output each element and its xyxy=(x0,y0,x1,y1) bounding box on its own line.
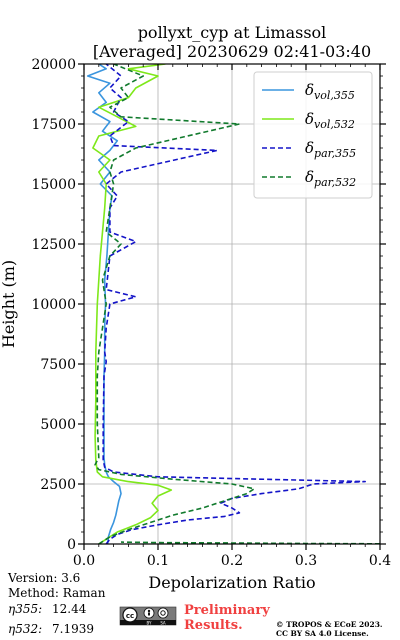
eta532-value: 7.1939 xyxy=(52,622,94,636)
legend: δvol,355 δvol,532 δpar,355 δpar,532 xyxy=(253,71,373,199)
sa-label: SA xyxy=(160,621,166,626)
preliminary-line-1: Preliminary xyxy=(184,603,270,618)
grid-lines xyxy=(83,63,381,545)
copyright-line-2: CC BY SA 4.0 License. xyxy=(276,629,369,638)
series-line-0 xyxy=(86,64,122,544)
x-tick-label: 0.1 xyxy=(147,553,169,569)
y-tick-label: 2500 xyxy=(40,477,76,493)
series-line-2 xyxy=(102,64,366,544)
cc-logo-icon xyxy=(122,607,138,623)
x-tick-label: 0.2 xyxy=(221,553,243,569)
y-tick-label: 12500 xyxy=(31,237,76,253)
y-tick-label: 0 xyxy=(67,537,76,553)
eta355-label: η355: xyxy=(8,602,42,616)
legend-label: δpar,532 xyxy=(305,168,356,189)
preliminary-line-2: Results. xyxy=(184,618,243,633)
version-text: Version: 3.6 xyxy=(7,571,80,585)
series-layer xyxy=(86,64,380,544)
copyright-line-1: © TROPOS & ECoE 2023. xyxy=(276,620,383,629)
y-tick-label: 7500 xyxy=(40,357,76,373)
by-label: BY xyxy=(147,621,153,626)
x-axis-label: Depolarization Ratio xyxy=(148,573,315,592)
cc-license-badge: cc BY SA xyxy=(119,606,177,626)
legend-label: δvol,532 xyxy=(305,110,355,131)
cc-logo-text: cc xyxy=(126,612,134,620)
y-tick-label: 5000 xyxy=(40,417,76,433)
chart-title-line-1: pollyxt_cyp at Limassol xyxy=(138,23,327,42)
x-tick-label: 0.4 xyxy=(369,553,391,569)
x-tick-label: 0.0 xyxy=(73,553,95,569)
y-tick-label: 10000 xyxy=(31,297,76,313)
legend-box xyxy=(253,71,373,199)
y-tick-label: 15000 xyxy=(31,177,76,193)
series-line-3 xyxy=(94,64,255,544)
axis-tick-labels: 0.0 0.1 0.2 0.3 0.4 0 2500 5000 7500 10000 12500 15… xyxy=(31,57,391,569)
x-tick-label: 0.3 xyxy=(295,553,317,569)
y-axis-label: Height (m) xyxy=(0,260,18,348)
series-line-1 xyxy=(92,64,173,544)
legend-label: δpar,355 xyxy=(305,139,356,160)
chart-title-line-2: [Averaged] 20230629 02:41-03:40 xyxy=(93,42,371,61)
eta532-label: η532: xyxy=(8,622,42,636)
method-text: Method: Raman xyxy=(8,586,106,600)
legend-label: δvol,355 xyxy=(305,81,355,102)
y-tick-label: 17500 xyxy=(31,117,76,133)
sa-share-icon xyxy=(157,607,169,619)
axis-ticks xyxy=(78,63,386,550)
y-tick-label: 20000 xyxy=(31,57,76,73)
eta355-value: 12.44 xyxy=(52,602,87,616)
